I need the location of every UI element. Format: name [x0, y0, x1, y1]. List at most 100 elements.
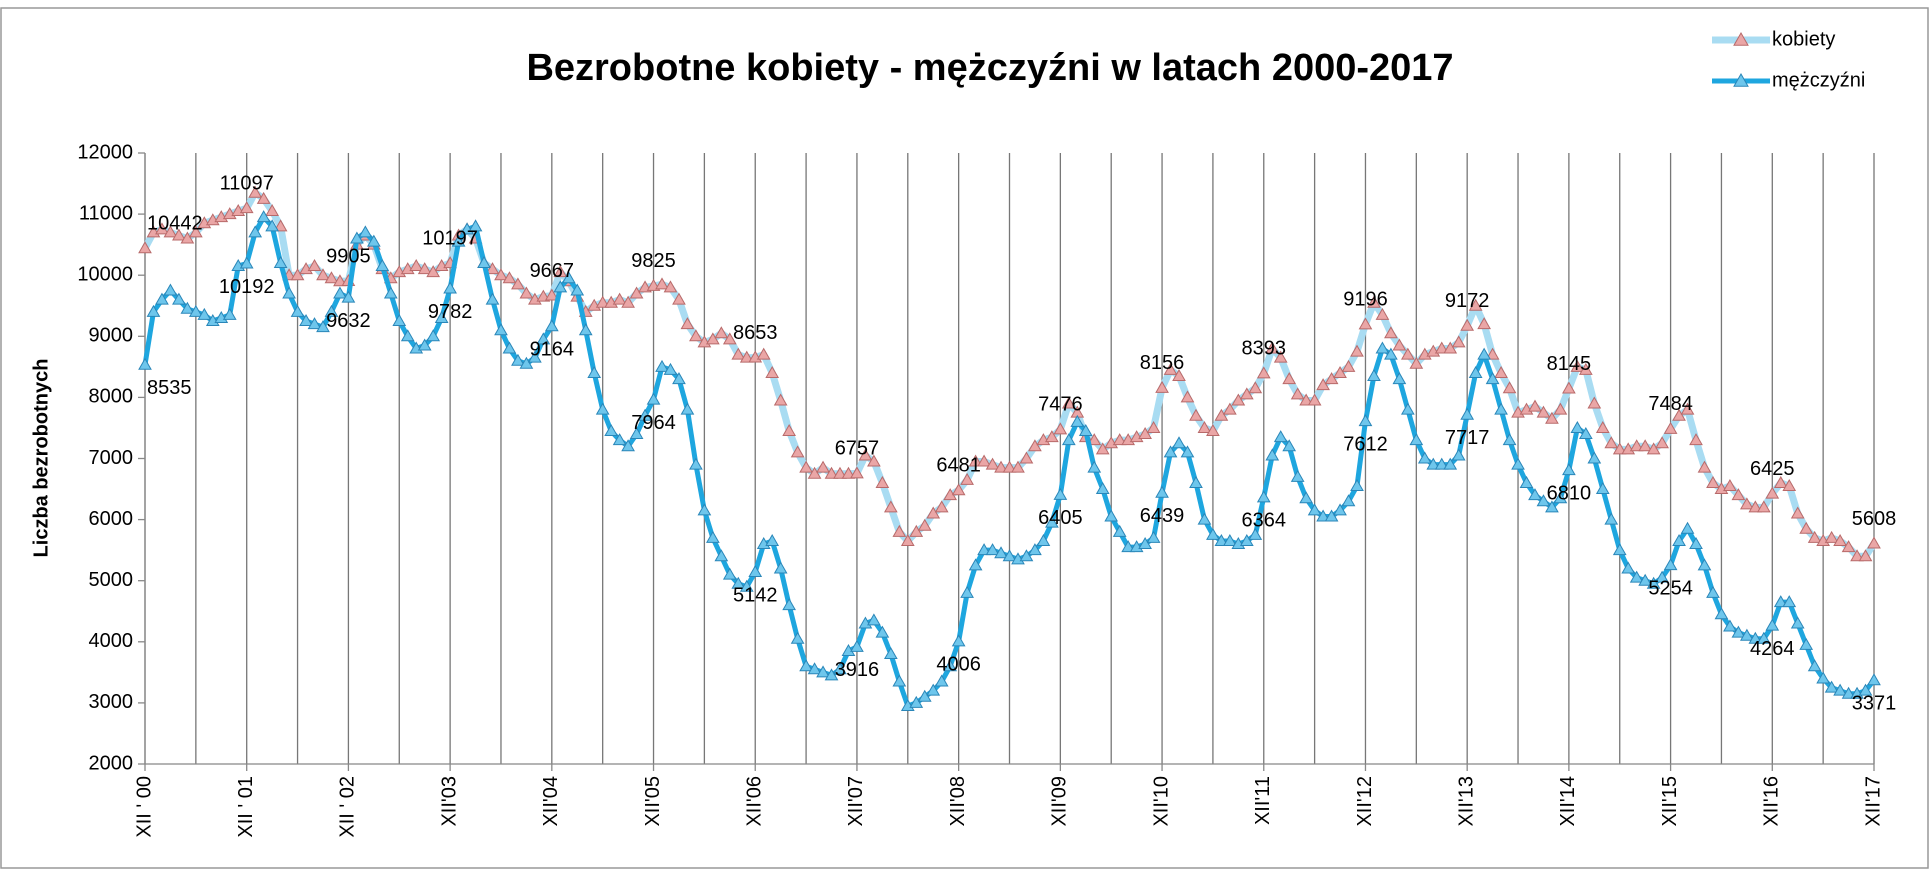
point-marker [867, 613, 881, 626]
point-marker [1350, 344, 1364, 357]
point-marker [1773, 475, 1788, 488]
point-marker [477, 255, 491, 268]
point-marker [1417, 451, 1432, 464]
x-tick-label: XII ' 00 [133, 776, 155, 838]
point-marker [1172, 436, 1186, 449]
x-tick-label: XII'17 [1862, 776, 1884, 827]
point-marker [1375, 307, 1390, 320]
data-label: 4264 [1750, 638, 1795, 660]
point-marker [1502, 381, 1517, 394]
point-marker [1028, 439, 1042, 452]
x-tick-label: XII'11 [1252, 776, 1274, 825]
x-tick-label: XII'13 [1455, 776, 1477, 827]
point-marker [1316, 378, 1330, 391]
point-marker [1333, 503, 1347, 516]
data-label: 9172 [1445, 290, 1490, 312]
point-marker [1494, 402, 1508, 415]
point-marker [172, 292, 186, 305]
data-label: 6364 [1242, 510, 1287, 532]
point-marker [934, 674, 949, 687]
point-marker [850, 466, 864, 479]
point-marker [917, 689, 932, 702]
point-marker [790, 445, 805, 458]
point-marker [1468, 298, 1483, 311]
point-marker [256, 210, 271, 223]
point-marker [502, 271, 517, 284]
point-marker [239, 201, 254, 214]
point-marker [1477, 317, 1491, 330]
data-label: 6481 [936, 454, 981, 476]
point-marker [960, 585, 974, 598]
y-tick-label: 9000 [89, 325, 134, 347]
point-marker [400, 329, 415, 342]
data-label: 7964 [631, 412, 676, 434]
point-marker [417, 262, 432, 275]
point-marker [1553, 402, 1568, 415]
point-marker [672, 372, 686, 385]
data-label: 4006 [936, 654, 981, 676]
point-marker [265, 219, 279, 232]
point-marker [1443, 341, 1458, 354]
point-marker [1731, 488, 1746, 501]
point-marker [1578, 362, 1593, 375]
point-marker [138, 241, 152, 254]
point-marker [1011, 460, 1025, 473]
point-marker [1460, 407, 1475, 420]
point-marker [1477, 347, 1491, 360]
point-marker [1697, 460, 1712, 473]
point-marker [722, 332, 737, 345]
point-marker [1104, 509, 1119, 522]
point-marker [180, 301, 195, 314]
x-tick-label: XII'14 [1557, 776, 1579, 827]
data-label: 9196 [1343, 289, 1388, 311]
point-marker [1155, 485, 1169, 498]
point-marker [689, 457, 703, 470]
point-marker [1578, 427, 1593, 440]
point-marker [739, 350, 754, 363]
point-marker [1824, 530, 1839, 543]
point-marker [1562, 381, 1576, 394]
point-marker [1833, 683, 1847, 696]
point-marker [366, 234, 381, 247]
point-marker [1367, 295, 1381, 308]
data-label: 7612 [1343, 433, 1388, 455]
point-marker [1087, 460, 1102, 473]
data-label: 8535 [147, 377, 192, 399]
point-marker [1468, 365, 1483, 378]
point-marker [833, 662, 847, 675]
point-marker [604, 423, 619, 437]
data-label: 8653 [733, 322, 778, 344]
point-marker [1350, 478, 1364, 491]
point-marker [578, 323, 593, 336]
point-marker [1443, 457, 1458, 470]
point-marker [1807, 659, 1822, 672]
point-marker [1773, 595, 1788, 608]
point-marker [1858, 549, 1873, 562]
x-tick-label: XII ' 02 [337, 776, 359, 838]
legend-item: kobiety [1712, 28, 1835, 50]
point-marker [248, 225, 263, 238]
data-label: 9667 [530, 260, 575, 282]
x-tick-label: XII'12 [1354, 776, 1376, 827]
point-marker [1672, 408, 1686, 421]
point-marker [968, 454, 983, 467]
data-label: 11097 [220, 172, 274, 194]
point-marker [1112, 524, 1127, 537]
point-marker [883, 500, 898, 513]
point-marker [1621, 561, 1636, 574]
point-marker [1172, 369, 1186, 382]
point-marker [926, 683, 941, 696]
point-marker [553, 265, 568, 278]
point-marker [1138, 427, 1152, 440]
point-marker [1155, 380, 1169, 393]
legend-item: mężczyźni [1712, 69, 1865, 91]
point-marker [1850, 549, 1864, 562]
point-marker [1528, 488, 1542, 501]
point-marker [1536, 494, 1551, 507]
point-marker [697, 503, 712, 516]
point-marker [1807, 530, 1822, 543]
data-label: 6425 [1750, 458, 1795, 480]
point-marker [1528, 399, 1542, 412]
point-marker [1095, 442, 1110, 455]
point-marker [1434, 341, 1449, 354]
